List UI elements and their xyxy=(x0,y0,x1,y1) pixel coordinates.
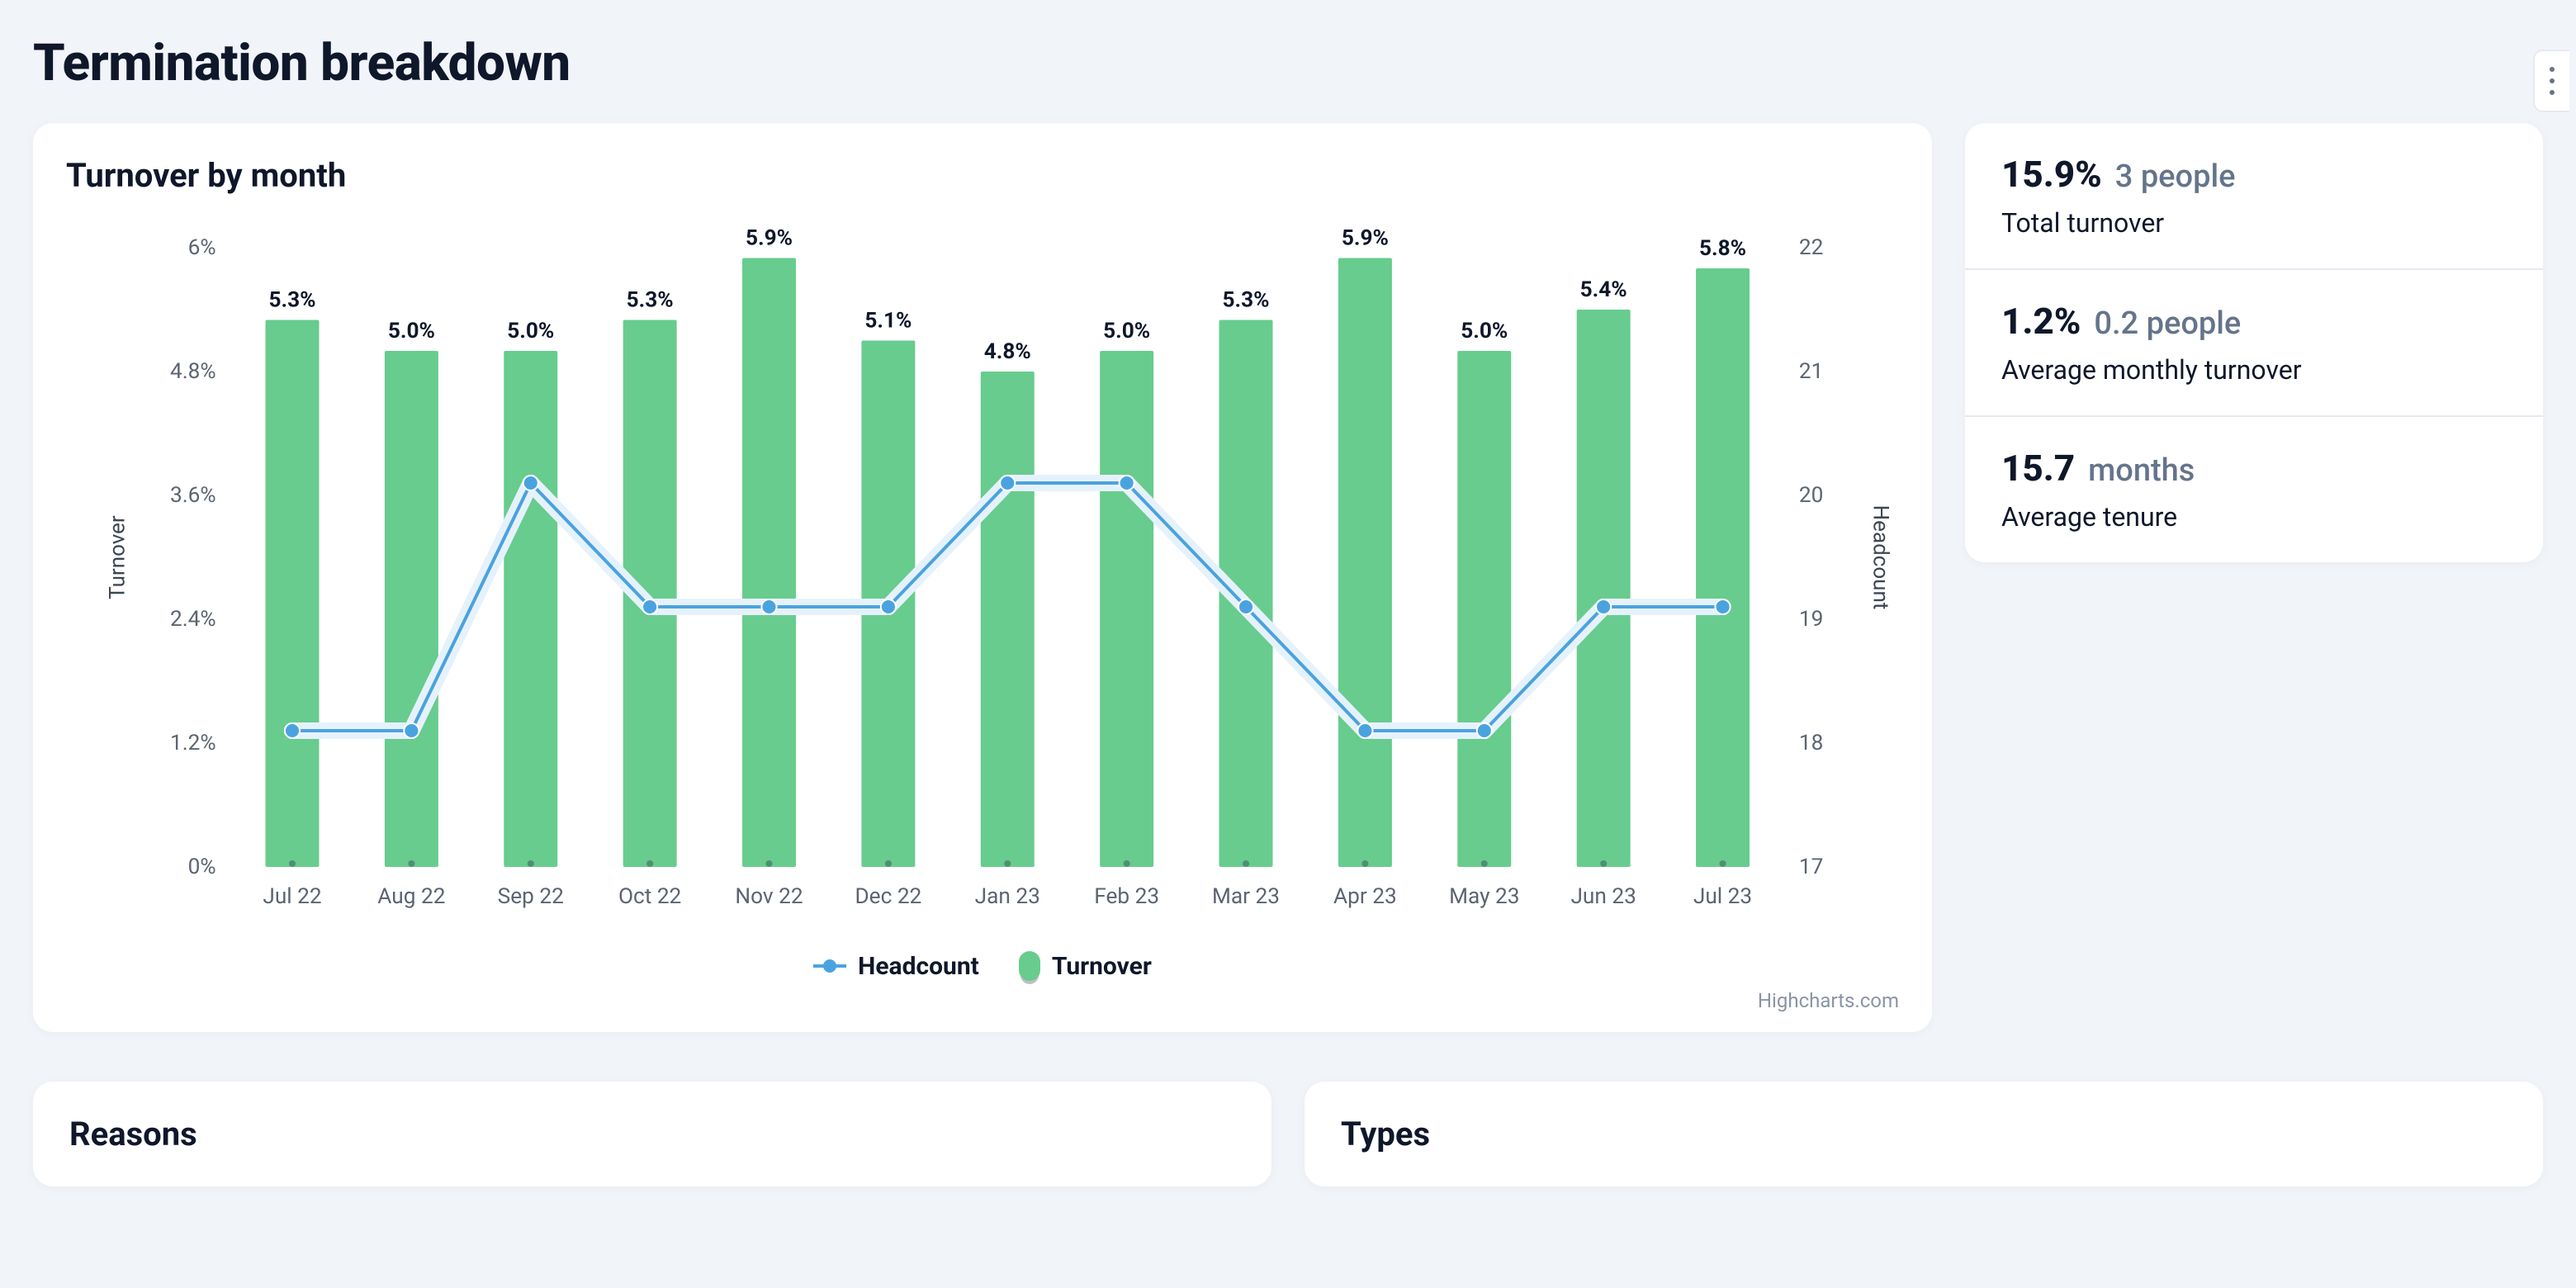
stat-avg-tenure: 15.7 months Average tenure xyxy=(1965,417,2543,562)
svg-text:Aug 22: Aug 22 xyxy=(377,884,445,909)
chart-plot-area: 0% 1.2% 2.4% 3.6% 4.8% 6% 17 18 19 20 21 22 Turnover… xyxy=(66,215,1899,941)
legend-turnover-label: Turnover xyxy=(1052,952,1152,981)
svg-text:Sep 22: Sep 22 xyxy=(498,884,564,909)
page-title: Termination breakdown xyxy=(33,33,2543,93)
svg-text:5.3%: 5.3% xyxy=(627,288,674,313)
svg-text:Feb 23: Feb 23 xyxy=(1094,884,1159,909)
svg-text:0%: 0% xyxy=(188,855,216,879)
svg-text:Jun 23: Jun 23 xyxy=(1570,884,1636,909)
chart-svg: 0% 1.2% 2.4% 3.6% 4.8% 6% 17 18 19 20 21 22 Turnover… xyxy=(66,215,1899,941)
svg-text:19: 19 xyxy=(1799,607,1823,632)
svg-text:5.0%: 5.0% xyxy=(507,319,554,343)
svg-text:5.3%: 5.3% xyxy=(1222,288,1269,313)
svg-text:Headcount: Headcount xyxy=(1868,505,1893,610)
svg-text:5.1%: 5.1% xyxy=(864,309,912,334)
svg-text:5.9%: 5.9% xyxy=(746,226,793,251)
svg-text:5.3%: 5.3% xyxy=(268,288,315,313)
stat-sub: 0.2 people xyxy=(2094,305,2241,342)
svg-text:Apr 23: Apr 23 xyxy=(1333,884,1397,909)
legend-turnover[interactable]: Turnover xyxy=(1019,951,1152,981)
stat-value: 15.7 xyxy=(2001,447,2075,490)
stats-panel: 15.9% 3 people Total turnover 1.2% 0.2 p… xyxy=(1965,123,2543,562)
stat-label: Average monthly turnover xyxy=(2001,354,2507,386)
types-card: Types xyxy=(1305,1082,2543,1186)
svg-text:3.6%: 3.6% xyxy=(170,483,216,508)
svg-text:Jul 23: Jul 23 xyxy=(1693,884,1752,909)
svg-text:Jan 23: Jan 23 xyxy=(975,884,1040,909)
svg-text:6%: 6% xyxy=(188,235,216,260)
svg-text:2.4%: 2.4% xyxy=(170,607,216,632)
svg-text:May 23: May 23 xyxy=(1449,884,1519,909)
svg-text:Jul 22: Jul 22 xyxy=(263,884,321,909)
svg-text:18: 18 xyxy=(1799,731,1823,755)
svg-text:5.0%: 5.0% xyxy=(1461,319,1508,343)
stat-total-turnover: 15.9% 3 people Total turnover xyxy=(1965,123,2543,270)
stat-label: Average tenure xyxy=(2001,501,2507,533)
svg-text:4.8%: 4.8% xyxy=(984,339,1031,364)
turnover-chart-card: Turnover by month 0% 1.2% 2.4% 3.6% 4.8% 6% 17… xyxy=(33,123,1932,1032)
svg-text:Mar 23: Mar 23 xyxy=(1212,884,1280,909)
svg-text:5.4%: 5.4% xyxy=(1580,277,1627,302)
stat-value: 15.9% xyxy=(2001,153,2102,196)
reasons-card: Reasons xyxy=(33,1082,1271,1186)
svg-text:5.9%: 5.9% xyxy=(1342,226,1389,251)
svg-text:5.8%: 5.8% xyxy=(1699,236,1746,261)
svg-text:1.2%: 1.2% xyxy=(170,731,216,755)
svg-text:22: 22 xyxy=(1799,235,1823,260)
chart-menu-button[interactable] xyxy=(2533,50,2569,112)
stat-label: Total turnover xyxy=(2001,207,2507,239)
legend-bar-marker xyxy=(1019,951,1040,981)
svg-text:17: 17 xyxy=(1799,855,1823,879)
stat-sub: 3 people xyxy=(2115,159,2236,195)
stat-avg-monthly-turnover: 1.2% 0.2 people Average monthly turnover xyxy=(1965,270,2543,417)
reasons-title: Reasons xyxy=(69,1115,1235,1153)
svg-text:Dec 22: Dec 22 xyxy=(855,884,921,909)
svg-text:21: 21 xyxy=(1799,359,1823,384)
svg-text:5.0%: 5.0% xyxy=(388,319,435,343)
svg-text:20: 20 xyxy=(1799,483,1823,508)
svg-text:Nov 22: Nov 22 xyxy=(735,884,803,909)
more-vertical-icon xyxy=(2549,66,2555,96)
chart-title: Turnover by month xyxy=(66,156,1899,195)
chart-credits[interactable]: Highcharts.com xyxy=(66,989,1899,1012)
svg-text:Oct 22: Oct 22 xyxy=(618,884,681,909)
svg-text:5.0%: 5.0% xyxy=(1103,319,1150,343)
legend-headcount[interactable]: Headcount xyxy=(813,952,979,981)
svg-text:Turnover: Turnover xyxy=(106,515,130,599)
stat-value: 1.2% xyxy=(2001,300,2081,343)
legend-line-marker xyxy=(813,964,846,968)
chart-legend: Headcount Turnover xyxy=(66,951,1899,981)
legend-headcount-label: Headcount xyxy=(858,952,979,981)
stat-sub: months xyxy=(2088,452,2195,489)
svg-text:4.8%: 4.8% xyxy=(170,359,216,384)
types-title: Types xyxy=(1341,1115,2507,1153)
